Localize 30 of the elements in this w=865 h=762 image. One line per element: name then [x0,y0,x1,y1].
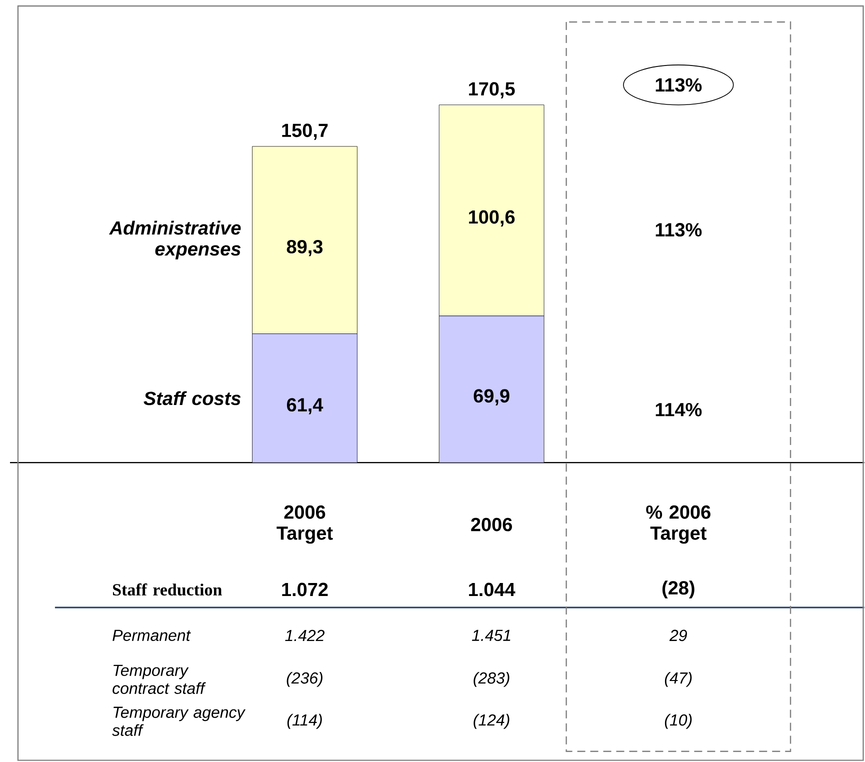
x-tick-label: 2006 Target [276,505,333,544]
total-label: 150,7 [282,124,328,140]
text: Temporary contract staff [112,664,206,694]
text: (124) [474,714,510,729]
text: (114) [287,714,322,729]
annotation: 114% [656,402,702,416]
annotation: 113% [656,222,702,236]
text: (47) [664,672,692,687]
series-label: Staff costs [144,391,241,405]
text: Permanent [112,630,191,641]
total-label: 170,5 [469,82,515,98]
text: Temporary agency staff [112,706,246,736]
text: 29 [669,630,687,641]
text: 113% [656,78,702,92]
text: (283) [474,672,510,687]
data-label: 100,6 [469,210,515,226]
text: 1.072 [282,582,328,596]
text: 1.044 [469,582,516,596]
x-tick-label: 2006 [471,518,512,532]
text: (236) [286,672,322,687]
text: Staff reduction [113,583,222,596]
text: (28) [662,580,694,598]
series-label: Administrative expenses [108,220,241,260]
data-label: 89,3 [286,240,323,256]
text: 1.422 [285,630,324,641]
x-tick-label: % 2006 Target [646,505,710,544]
data-label: 69,9 [474,389,510,406]
text: (10) [664,714,692,729]
text: 1.451 [472,630,510,641]
data-label: 61,4 [286,398,324,414]
